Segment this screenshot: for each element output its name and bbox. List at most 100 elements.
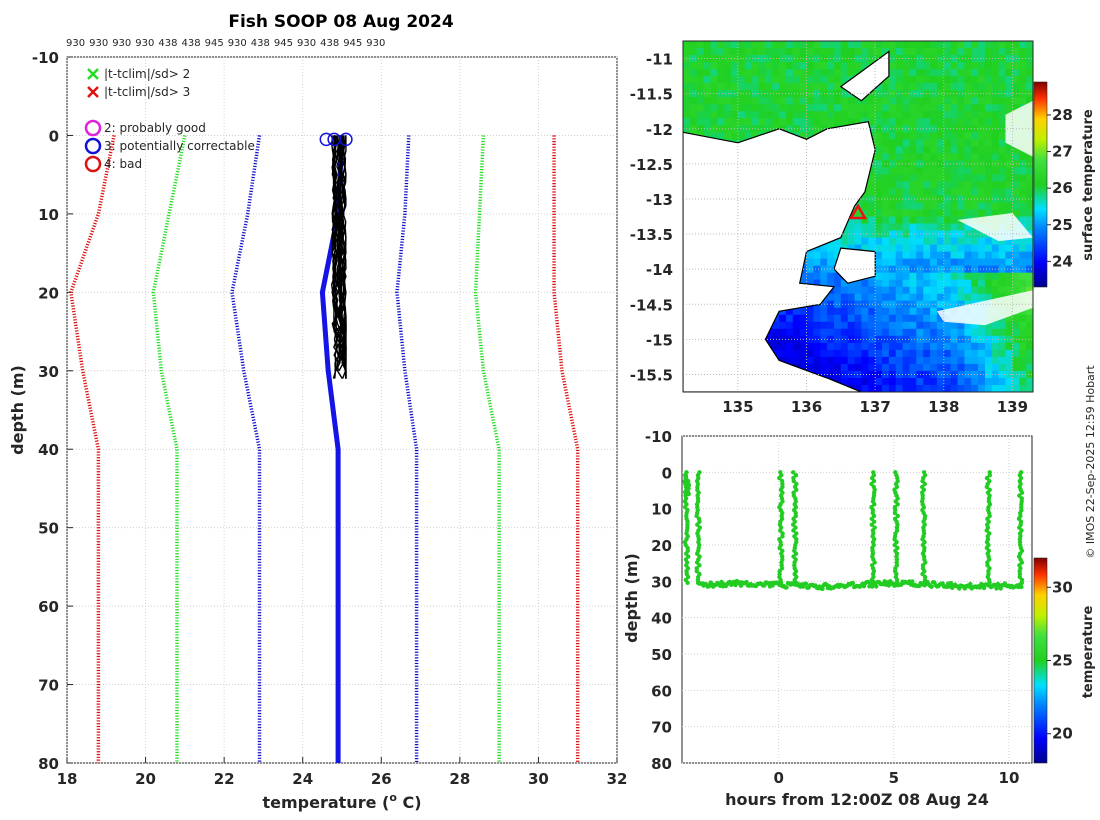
sst-cell [998,62,1007,70]
sst-cell [813,69,821,77]
sst-cell [1005,363,1013,372]
sst-cell [744,69,753,77]
sst-cell [799,62,808,70]
sst-cell [737,62,746,70]
sst-cell [744,125,753,133]
sst-cell [840,286,849,295]
timeseries-point [682,479,687,484]
sst-cell [854,48,863,56]
sst-cell [717,118,725,126]
sst-cell [882,258,890,267]
sst-cell [1019,349,1027,358]
sst-cell [950,279,959,288]
sst-cell [731,104,739,112]
sst-cell [964,363,972,372]
sst-cell [772,321,780,330]
sst-cell [998,272,1007,281]
sst-cell [1019,216,1027,225]
sst-cell [1012,188,1020,196]
sst-cell [909,174,917,182]
sst-cell [923,153,931,161]
sst-cell [916,363,924,372]
sst-cell [971,244,979,253]
sst-cell [1012,363,1020,372]
profile-id-label: 945 [205,38,224,49]
sst-cell [916,48,924,56]
sst-cell [985,111,993,119]
sst-cell [909,97,917,105]
sst-cell [724,104,732,112]
sst-cell [737,41,746,49]
sst-cell [978,90,986,98]
sst-cell [930,321,938,330]
timeseries-cast-point [984,484,989,490]
sst-cell [1005,258,1013,267]
sst-cell [909,55,917,63]
sst-cell [902,90,911,98]
sst-cell [991,132,1000,140]
sst-cell [1005,279,1013,288]
sst-cell [1019,335,1027,344]
sst-cell [882,48,890,56]
sst-cell [834,370,842,379]
sst-cell [957,90,965,98]
sst-cell [957,83,965,91]
sst-cell [1026,62,1033,70]
sst-cell [985,279,993,288]
sst-cell [827,83,835,91]
sst-cell [909,335,917,344]
map-xtick-label: 136 [791,398,822,416]
sst-cell [1012,237,1020,246]
sst-cell [834,349,842,358]
sst-cell [1012,385,1020,392]
sst-cell [696,69,705,77]
sst-cell [950,97,959,105]
sst-cell [991,237,1000,246]
sst-cell [998,181,1007,189]
sst-cell [882,181,890,189]
sst-cell [998,55,1007,63]
sst-cell [820,48,828,56]
sst-cell [827,69,835,77]
sst-cell [909,265,917,274]
sst-cell [847,69,856,77]
timeseries-point [744,579,749,585]
profile-ytick-label: -10 [32,49,59,67]
sst-cell [923,48,931,56]
sst-cell [943,97,952,105]
sst-cell [964,321,972,330]
sst-cell [689,97,698,105]
sst-cell [772,97,780,105]
sst-cell [861,356,869,365]
sst-cell [772,90,780,98]
sst-cell [957,146,965,154]
sst-cell [1026,216,1033,225]
profile-xtick-label: 24 [292,770,313,788]
sst-cell [717,69,725,77]
sst-cell [683,104,691,112]
sst-cell [998,265,1007,274]
sst-cell [724,118,732,126]
sst-cell [724,62,732,70]
sst-cell [916,307,924,316]
sst-cell [923,167,931,175]
sst-cell [1026,251,1033,260]
sst-cell [998,76,1007,84]
sst-cell [861,342,869,351]
sst-cell [936,356,945,365]
sst-cell [902,69,911,77]
sst-cell [806,111,814,119]
sst-cell [1026,223,1033,232]
sst-cell [950,370,959,379]
sst-cell [875,385,883,392]
sst-cell [909,195,917,203]
timeseries-cast-point [987,473,992,478]
climatology-plus3sd-line [552,135,580,763]
sst-cell [1012,356,1020,365]
timeseries-ytick-label: -10 [645,428,672,446]
timeseries-xlabel: hours from 12:00Z 08 Aug 24 [725,790,989,809]
sst-cell [950,328,959,337]
sst-cell [868,286,876,295]
sst-cell [902,300,911,309]
sst-cell [847,62,856,70]
